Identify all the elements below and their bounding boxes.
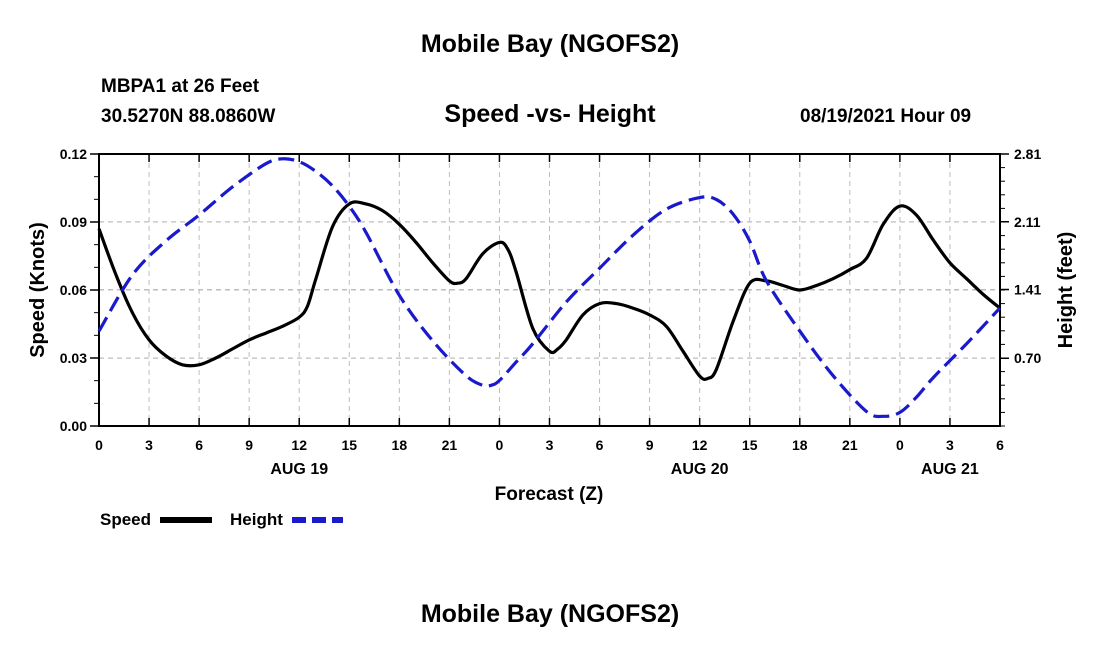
- x-tick-label: 9: [646, 437, 654, 453]
- y-tick-label: 0.12: [60, 146, 87, 162]
- legend-height-label: Height: [230, 510, 283, 529]
- y-tick-label: 0.09: [60, 214, 87, 230]
- date-label: AUG 21: [921, 461, 979, 478]
- x-tick-label: 3: [946, 437, 954, 453]
- y-axis-left-label: Speed (Knots): [27, 222, 49, 358]
- main-title: Mobile Bay (NGOFS2): [420, 30, 680, 58]
- x-tick-label: 12: [692, 437, 708, 453]
- grid-layer: [99, 154, 1000, 426]
- x-tick-label: 3: [145, 437, 153, 453]
- x-tick-label: 21: [842, 437, 858, 453]
- series-layer: [97, 157, 1002, 419]
- y2-tick-label: 1.41: [1014, 282, 1041, 298]
- legend-speed-label: Speed: [100, 510, 151, 529]
- y-tick-label: 0.06: [60, 282, 87, 298]
- y-tick-label: 0.00: [60, 418, 87, 434]
- x-axis-label: Forecast (Z): [495, 484, 604, 505]
- series-line-height: [97, 157, 1002, 419]
- date-label: AUG 20: [671, 461, 729, 478]
- x-tick-label: 6: [195, 437, 203, 453]
- x-tick-label: 21: [442, 437, 458, 453]
- x-tick-label: 12: [291, 437, 307, 453]
- y-axis-right-label: Height (feet): [1055, 232, 1077, 349]
- x-tick-label: 9: [245, 437, 253, 453]
- legend: Speed Height: [100, 510, 343, 529]
- x-tick-label: 15: [341, 437, 357, 453]
- y-tick-label: 0.03: [60, 350, 87, 366]
- date-label: AUG 19: [270, 461, 328, 478]
- station-coordinates: 30.5270N 88.0860W: [101, 106, 276, 127]
- x-tick-label: 6: [996, 437, 1004, 453]
- x-tick-label: 0: [896, 437, 904, 453]
- label-layer: 0 3 6 9 12 15 18 21 0 3 6 9 12 15 18 21 0 3 6 0.00 0.03 0.06 0…: [60, 146, 1042, 478]
- y2-tick-label: 2.81: [1014, 146, 1041, 162]
- x-tick-label: 18: [792, 437, 808, 453]
- station-label: MBPA1 at 26 Feet: [101, 76, 260, 97]
- chart-subtitle: Speed -vs- Height: [444, 100, 656, 128]
- x-tick-label: 6: [596, 437, 604, 453]
- x-tick-label: 18: [392, 437, 408, 453]
- footer-title: Mobile Bay (NGOFS2): [420, 600, 680, 628]
- forecast-datetime: 08/19/2021 Hour 09: [800, 106, 972, 127]
- y2-tick-label: 2.11: [1014, 214, 1041, 230]
- x-tick-label: 0: [496, 437, 504, 453]
- x-tick-label: 0: [95, 437, 103, 453]
- tick-layer: [90, 153, 1009, 427]
- y2-tick-label: 0.70: [1014, 350, 1041, 366]
- x-tick-label: 15: [742, 437, 758, 453]
- series-line-speed: [97, 200, 1001, 381]
- x-tick-label: 3: [546, 437, 554, 453]
